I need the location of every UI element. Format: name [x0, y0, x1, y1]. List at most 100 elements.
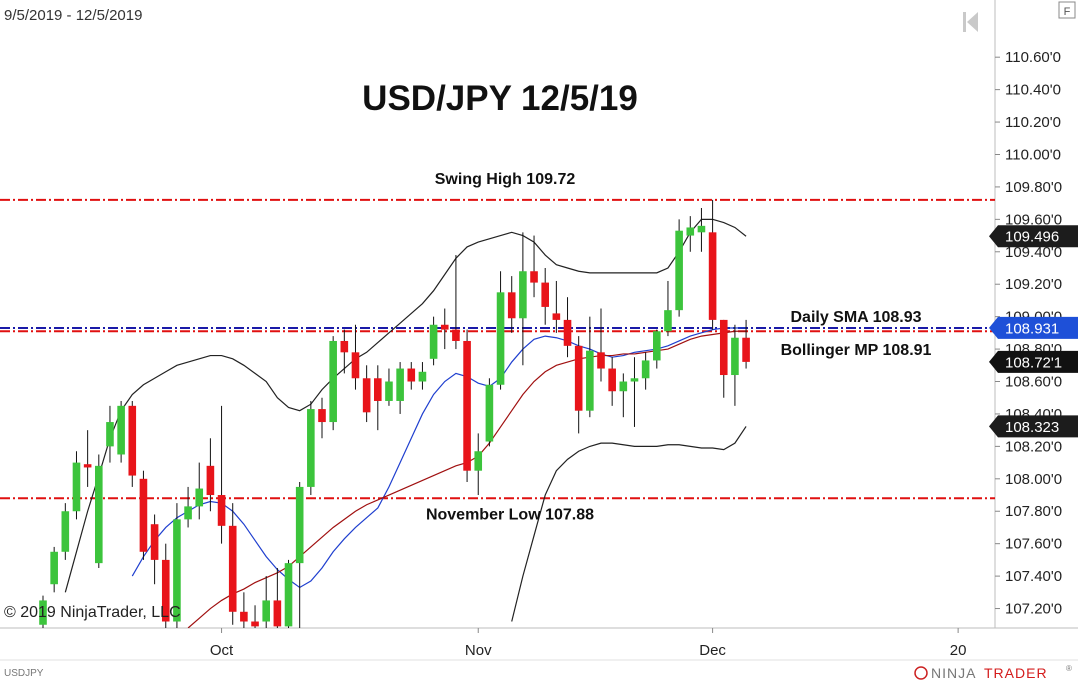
candle-body: [552, 313, 561, 320]
price-tag-label: 108.323: [1005, 419, 1059, 436]
y-tick-label: 109.60'0: [1005, 211, 1062, 228]
price-tag: [989, 415, 1078, 438]
candle-body: [161, 559, 170, 622]
candle-body: [697, 225, 706, 233]
candle-body: [184, 506, 192, 520]
candle-body: [440, 324, 449, 330]
chart-title: USD/JPY 12/5/19: [362, 79, 638, 118]
x-tick-label: Dec: [699, 642, 726, 659]
candle-body: [563, 319, 572, 346]
candle-body: [731, 337, 739, 376]
candle-body: [217, 495, 226, 526]
price-tag-label: 108.931: [1005, 320, 1059, 337]
candle-body: [407, 368, 416, 382]
candle-body: [418, 371, 427, 382]
y-tick-label: 110.40'0: [1005, 82, 1061, 99]
candle-body: [139, 478, 148, 552]
candle-body: [586, 350, 594, 411]
candle-body: [61, 511, 70, 552]
price-tag: [989, 225, 1078, 248]
candle-body: [675, 230, 683, 311]
candle-body: [228, 525, 237, 612]
symbol-label: USDJPY: [4, 668, 44, 679]
candle-body: [396, 368, 404, 401]
x-tick-label: 20: [950, 642, 967, 659]
indicator-line: [131, 327, 747, 589]
y-tick-label: 107.80'0: [1005, 503, 1062, 520]
candle-body: [340, 340, 349, 353]
y-tick-label: 108.20'0: [1005, 438, 1062, 455]
candle-body: [541, 282, 549, 307]
panel-button-box[interactable]: [1058, 1, 1076, 19]
indicator-line: [511, 426, 747, 622]
plot-area: [0, 198, 995, 628]
indicator-line: [64, 218, 747, 593]
candle-body: [273, 600, 282, 627]
y-tick-label: 108.00'0: [1005, 471, 1062, 488]
x-tick-label: Nov: [465, 642, 492, 659]
candle-body: [374, 378, 382, 401]
y-tick-label: 107.60'0: [1005, 536, 1062, 553]
candle-body: [240, 611, 248, 622]
panel-button[interactable]: F: [1064, 6, 1071, 18]
candle-body: [530, 271, 538, 283]
y-tick-label: 109.20'0: [1005, 276, 1062, 293]
logo: NINJA TRADER ®: [914, 664, 1072, 681]
candle-body: [39, 600, 47, 625]
candle-body: [195, 488, 204, 507]
candle-body: [664, 310, 672, 332]
y-tick-label: 109.40'0: [1005, 244, 1062, 261]
logo-icon: [914, 666, 928, 680]
x-tick-label: Oct: [210, 642, 234, 659]
candle-body: [295, 486, 304, 564]
scroll-button[interactable]: [963, 12, 978, 32]
candle-body: [519, 271, 527, 319]
candle-body: [474, 451, 483, 471]
y-tick-label: 110.60'0: [1005, 49, 1061, 66]
price-tag-label: 108.72'1: [1005, 354, 1062, 371]
candle-body: [619, 381, 628, 392]
price-tag-label: 109.496: [1005, 229, 1059, 246]
candle-body: [72, 462, 81, 512]
candle-body: [641, 360, 650, 379]
reference-label: Daily SMA 108.93: [790, 309, 921, 326]
candle-body: [329, 340, 337, 423]
candle-body: [653, 331, 661, 361]
candle-body: [608, 368, 616, 392]
candle-body: [83, 464, 92, 468]
reference-label: Swing High 109.72: [435, 171, 576, 188]
candle-body: [251, 621, 259, 627]
candle-body: [173, 519, 181, 622]
logo-text-b: TRADER: [984, 665, 1048, 681]
candle-body: [686, 227, 695, 236]
candle-body: [708, 232, 717, 320]
price-tag: [989, 350, 1078, 373]
price-tag: [989, 316, 1078, 339]
reference-label: November Low 107.88: [426, 506, 594, 523]
candle-body: [284, 563, 293, 627]
candle-body: [128, 405, 137, 476]
candle-body: [95, 465, 103, 564]
candle-body: [463, 340, 471, 471]
candle-body: [362, 378, 371, 413]
y-tick-label: 109.80'0: [1005, 179, 1062, 196]
candle-body: [262, 600, 270, 622]
candle-body: [452, 329, 460, 341]
candle-body: [429, 324, 438, 359]
candle-body: [206, 465, 215, 496]
logo-mark: ®: [1066, 664, 1072, 673]
y-tick-label: 108.60'0: [1005, 374, 1062, 391]
candle-body: [150, 524, 159, 560]
candle-body: [318, 409, 326, 423]
date-range: 9/5/2019 - 12/5/2019: [4, 7, 142, 24]
candle-body: [719, 319, 728, 376]
candle-body: [630, 378, 639, 382]
candle-body: [597, 352, 605, 369]
scroll-icon-arrow: [967, 12, 978, 32]
copyright: © 2019 NinjaTrader, LLC: [4, 604, 181, 621]
candle-body: [351, 352, 360, 379]
candle-body: [117, 405, 125, 455]
candle-body: [106, 422, 114, 447]
y-tick-label: 107.40'0: [1005, 568, 1062, 585]
